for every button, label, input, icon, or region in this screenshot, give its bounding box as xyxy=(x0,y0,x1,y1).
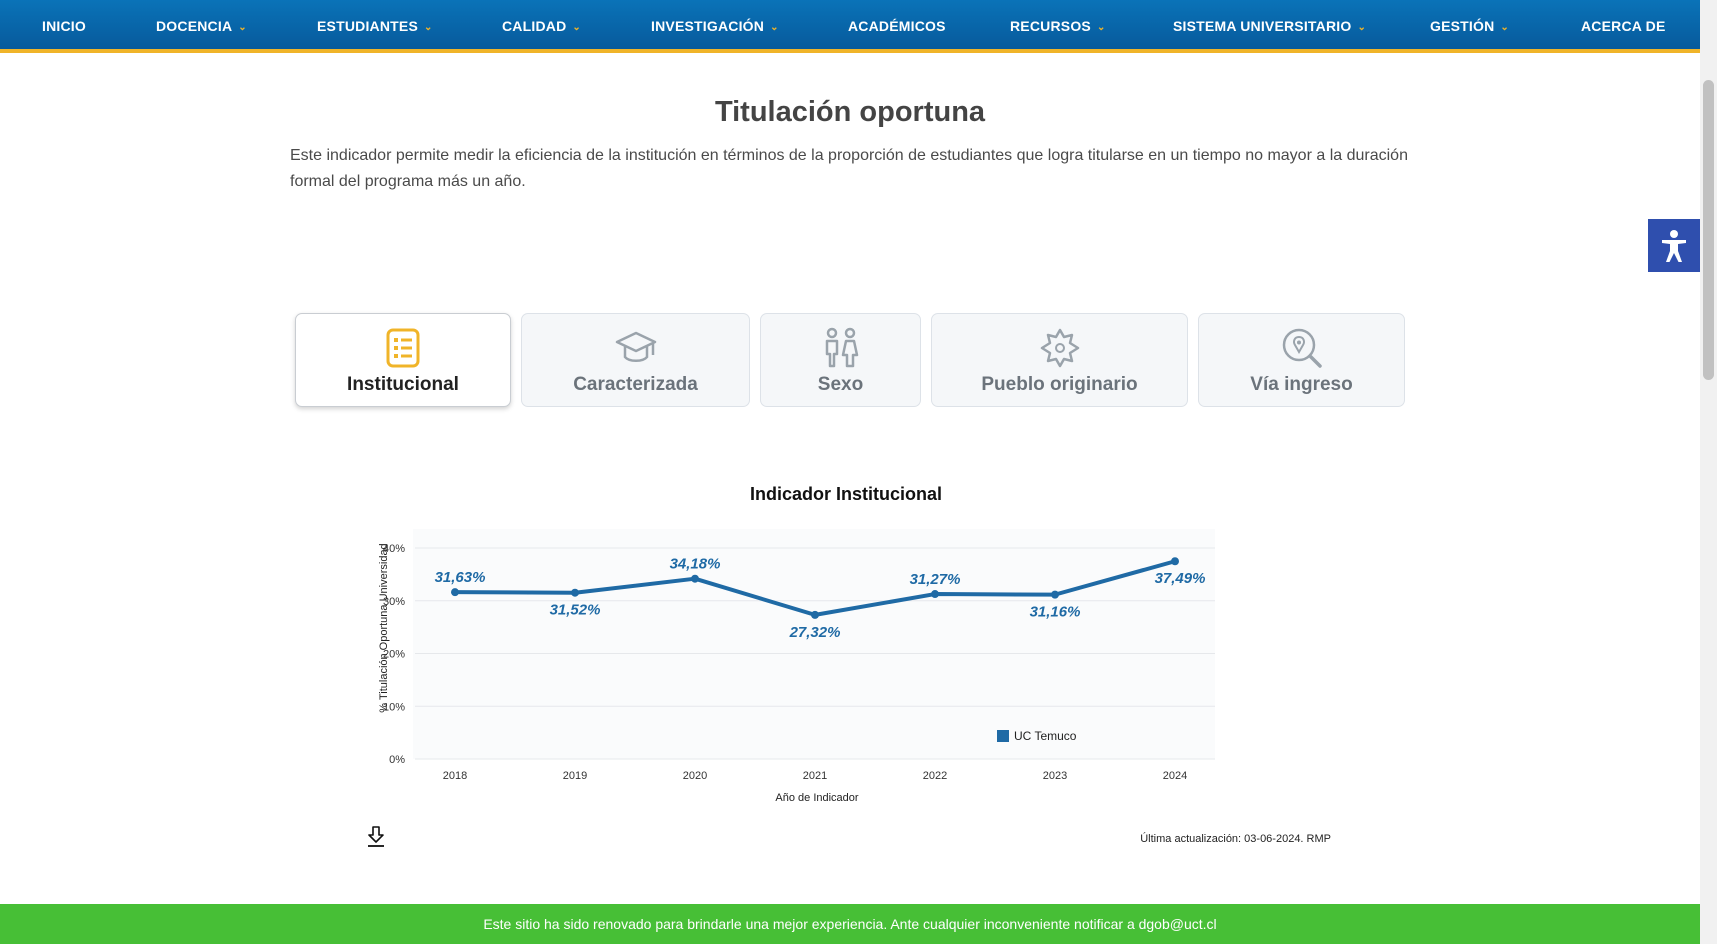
nav-label: RECURSOS xyxy=(1010,18,1091,34)
tab-label: Vía ingreso xyxy=(1250,374,1353,395)
y-tick-label: 30% xyxy=(383,596,405,608)
tab-via-ingreso[interactable]: Vía ingreso xyxy=(1198,313,1405,407)
chart-title: Indicador Institucional xyxy=(749,484,942,504)
nav-label: ESTUDIANTES xyxy=(317,18,418,34)
nav-label: INICIO xyxy=(42,18,86,34)
nav-label: ACERCA DE xyxy=(1581,18,1666,34)
legend-swatch xyxy=(997,730,1009,742)
accessibility-button[interactable] xyxy=(1648,219,1700,272)
last-updated: Última actualización: 03-06-2024. RMP xyxy=(1140,833,1331,845)
line-chart: 0% 10% 20% 30% 40% 2018 2019 2020 2021 2022 2023 20… xyxy=(378,529,1215,804)
nav-item-investigacion[interactable]: INVESTIGACIÓN ⌄ xyxy=(651,0,779,49)
chevron-down-icon: ⌄ xyxy=(1500,22,1510,33)
data-label: 31,52% xyxy=(550,602,601,619)
x-tick-label: 2024 xyxy=(1163,770,1187,782)
top-navigation: INICIO DOCENCIA ⌄ ESTUDIANTES ⌄ CALIDAD ⌄ I… xyxy=(0,0,1700,53)
tab-label: Caracterizada xyxy=(573,374,698,395)
data-point xyxy=(571,588,579,597)
nav-item-sistema-universitario[interactable]: SISTEMA UNIVERSITARIO ⌄ xyxy=(1173,0,1366,49)
y-axis-title: % Titulación Oportuna Universidad xyxy=(378,543,390,712)
x-tick-label: 2021 xyxy=(803,770,827,782)
page-title: Titulación oportuna xyxy=(714,96,986,128)
data-label: 27,32% xyxy=(789,624,841,641)
y-tick-label: 20% xyxy=(383,649,405,661)
list-icon xyxy=(386,328,420,368)
intro-text: Este indicador permite medir la eficienc… xyxy=(290,147,1408,190)
x-tick-label: 2020 xyxy=(683,770,707,782)
chevron-down-icon: ⌄ xyxy=(238,22,247,33)
accessibility-icon xyxy=(1662,229,1686,262)
nav-label: DOCENCIA xyxy=(156,18,233,34)
tab-pueblo-originario[interactable]: Pueblo originario xyxy=(931,313,1188,407)
nav-item-academicos[interactable]: ACADÉMICOS xyxy=(848,0,946,49)
tab-caracterizada[interactable]: Caracterizada xyxy=(521,313,750,407)
data-point xyxy=(691,574,699,583)
data-label: 31,27% xyxy=(910,571,961,588)
tab-sexo[interactable]: Sexo xyxy=(760,313,921,407)
scrollbar-thumb[interactable] xyxy=(1703,80,1714,380)
x-tick-label: 2022 xyxy=(923,770,947,782)
data-label: 34,18% xyxy=(670,556,721,573)
nav-label: GESTIÓN xyxy=(1430,18,1495,34)
data-point xyxy=(1051,590,1059,599)
chevron-down-icon: ⌄ xyxy=(424,22,433,33)
chevron-down-icon: ⌄ xyxy=(572,22,581,33)
y-tick-label: 40% xyxy=(383,543,405,555)
people-icon xyxy=(825,327,858,368)
notice-banner: Este sitio ha sido renovado para brindar… xyxy=(0,904,1700,944)
nav-label: ACADÉMICOS xyxy=(848,18,946,34)
data-point xyxy=(1171,557,1179,566)
y-tick-label: 0% xyxy=(389,754,405,766)
legend-label: UC Temuco xyxy=(1014,729,1077,743)
x-tick-label: 2019 xyxy=(563,770,587,782)
map-search-icon xyxy=(1282,328,1322,368)
x-tick-label: 2023 xyxy=(1043,770,1067,782)
download-icon[interactable] xyxy=(366,826,386,848)
data-label: 37,49% xyxy=(1155,570,1206,587)
nav-item-recursos[interactable]: RECURSOS ⌄ xyxy=(1010,0,1106,49)
nav-item-docencia[interactable]: DOCENCIA ⌄ xyxy=(156,0,247,49)
y-tick-label: 10% xyxy=(383,701,405,713)
nav-item-inicio[interactable]: INICIO xyxy=(42,0,86,49)
plot-area xyxy=(413,529,1215,759)
tab-label: Pueblo originario xyxy=(981,374,1138,395)
data-label: 31,63% xyxy=(435,569,486,586)
nav-item-acerca-de[interactable]: ACERCA DE xyxy=(1581,0,1666,49)
nav-item-gestion[interactable]: GESTIÓN ⌄ xyxy=(1430,0,1509,49)
emblem-icon xyxy=(1040,328,1079,368)
data-point xyxy=(931,590,939,599)
nav-label: CALIDAD xyxy=(502,18,567,34)
nav-label: SISTEMA UNIVERSITARIO xyxy=(1173,18,1352,34)
nav-item-estudiantes[interactable]: ESTUDIANTES ⌄ xyxy=(317,0,433,49)
data-label: 31,16% xyxy=(1030,604,1081,621)
nav-label: INVESTIGACIÓN xyxy=(651,18,765,34)
data-point xyxy=(451,588,459,597)
chevron-down-icon: ⌄ xyxy=(770,22,779,33)
data-point xyxy=(811,610,819,619)
tab-label: Sexo xyxy=(817,374,864,395)
x-axis-title: Año de Indicador xyxy=(775,792,859,804)
x-tick-label: 2018 xyxy=(443,770,467,782)
tab-label: Institucional xyxy=(347,374,459,395)
chevron-down-icon: ⌄ xyxy=(1096,22,1106,33)
graduation-cap-icon xyxy=(615,331,656,362)
nav-item-calidad[interactable]: CALIDAD ⌄ xyxy=(502,0,581,49)
chevron-down-icon: ⌄ xyxy=(1357,22,1367,33)
tab-institucional[interactable]: Institucional xyxy=(295,313,511,407)
